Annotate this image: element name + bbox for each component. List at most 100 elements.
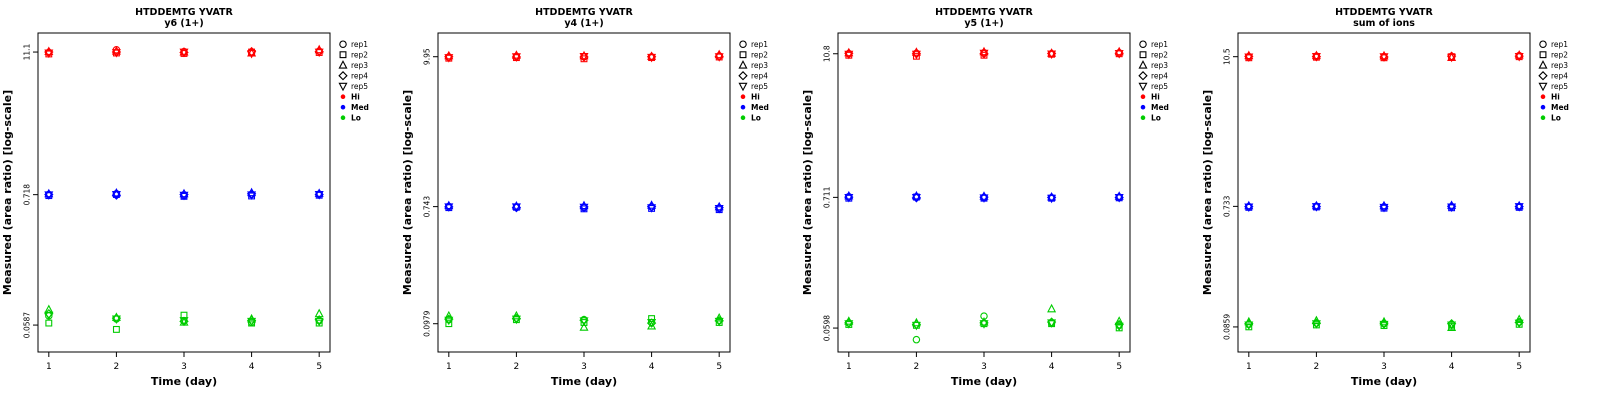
y-axis: 11.1 0.718 0.0587 Measured (area ratio) [lo… [1,43,38,338]
legend-group-label: Med [1151,103,1169,112]
svg-text:2: 2 [914,362,920,372]
chart-panel: HTDDEMTG YVATR sum of ions 10.5 0.733 0.0859… [1200,0,1600,400]
legend-rep-label: rep3 [351,61,368,70]
x-axis: 1 2 3 4 5 Time (day) [46,352,322,388]
legend-group-label: Lo [1551,114,1561,123]
legend-group-label: Lo [351,114,361,123]
legend-group-marker [340,94,346,99]
svg-text:y5 (1+): y5 (1+) [964,18,1003,29]
y-axis-label: Measured (area ratio) [log-scale] [1,90,14,295]
legend-group-marker [740,115,746,120]
svg-text:0.0979: 0.0979 [423,310,432,336]
x-axis-label: Time (day) [551,375,617,388]
svg-text:4: 4 [1449,362,1455,372]
svg-text:5: 5 [1116,362,1122,372]
legend-group-marker [740,94,746,99]
svg-text:HTDDEMTG YVATR: HTDDEMTG YVATR [935,7,1033,18]
svg-text:y4 (1+): y4 (1+) [564,18,603,29]
svg-text:9.95: 9.95 [423,48,432,65]
legend-group-label: Hi [751,93,760,102]
points-lo [844,303,1124,344]
legend-rep-label: rep3 [1151,61,1168,70]
legend-group-label: Med [351,103,369,112]
svg-text:2: 2 [514,362,520,372]
legend-rep-label: rep1 [751,40,768,49]
points-hi [1244,50,1524,63]
svg-text:5: 5 [1516,362,1522,372]
x-axis: 1 2 3 4 5 Time (day) [1246,352,1522,388]
legend-group-marker [1140,104,1146,110]
legend-rep-label: rep5 [351,82,368,91]
svg-text:5: 5 [716,362,722,372]
y-axis-label: Measured (area ratio) [log-scale] [801,90,814,295]
points-lo [1244,314,1524,331]
x-axis: 1 2 3 4 5 Time (day) [446,352,722,388]
legend-rep-label: rep4 [751,72,768,81]
points-med [44,187,324,201]
x-axis-label: Time (day) [151,375,217,388]
points-hi [444,49,724,63]
svg-text:sum of ions: sum of ions [1353,18,1415,29]
plot-box [1237,32,1531,353]
svg-text:HTDDEMTG YVATR: HTDDEMTG YVATR [535,7,633,18]
legend-group-label: Lo [1151,114,1161,123]
legend-group-label: Med [751,103,769,112]
svg-text:0.743: 0.743 [423,196,432,218]
legend-rep-label: rep4 [1551,72,1568,81]
legend-group-label: Lo [751,114,761,123]
legend-group-label: Med [1551,103,1569,112]
legend-rep-label: rep1 [1151,40,1168,49]
x-axis: 1 2 3 4 5 Time (day) [846,352,1122,388]
y-axis: 9.95 0.743 0.0979 Measured (area ratio) [lo… [401,48,438,337]
svg-text:0.0859: 0.0859 [1223,314,1232,340]
svg-text:1: 1 [1246,362,1252,372]
svg-text:10.5: 10.5 [1223,48,1232,65]
svg-text:0.0598: 0.0598 [823,315,832,341]
legend-rep-label: rep4 [351,72,368,81]
svg-text:1: 1 [846,362,852,372]
legend-rep-label: rep3 [751,61,768,70]
svg-text:4: 4 [1049,362,1055,372]
legend-rep-label: rep5 [751,82,768,91]
y-axis: 10.5 0.733 0.0859 Measured (area ratio) [lo… [1201,48,1238,340]
svg-text:y6 (1+): y6 (1+) [164,18,203,29]
legend-group-marker [1540,94,1546,99]
legend-rep-label: rep3 [1551,61,1568,70]
chart-panel: HTDDEMTG YVATR y5 (1+) 10.8 0.711 0.0598 Meas… [800,0,1200,400]
plot-box [437,32,731,353]
svg-text:3: 3 [181,362,187,372]
points-med [844,190,1124,204]
svg-text:3: 3 [981,362,987,372]
svg-text:3: 3 [1381,362,1387,372]
x-axis-label: Time (day) [1351,375,1417,388]
svg-text:0.711: 0.711 [823,186,832,208]
legend-rep-label: rep4 [1151,72,1168,81]
points-med [1244,200,1524,213]
svg-text:HTDDEMTG YVATR: HTDDEMTG YVATR [1335,7,1433,18]
legend-rep-label: rep1 [351,40,368,49]
points-hi [844,46,1124,60]
points-lo [444,310,724,331]
svg-text:10.8: 10.8 [823,45,832,62]
svg-text:5: 5 [316,362,322,372]
svg-text:4: 4 [649,362,655,372]
legend-rep-label: rep5 [1551,82,1568,91]
legend-group-marker [740,104,746,110]
svg-text:0.733: 0.733 [1223,195,1232,217]
legend-rep-label: rep2 [1151,51,1168,60]
svg-text:HTDDEMTG YVATR: HTDDEMTG YVATR [135,7,233,18]
legend-group-marker [1140,115,1146,120]
points-hi [44,44,324,59]
x-axis-label: Time (day) [951,375,1017,388]
points-lo [44,304,324,333]
svg-text:2: 2 [1314,362,1320,372]
